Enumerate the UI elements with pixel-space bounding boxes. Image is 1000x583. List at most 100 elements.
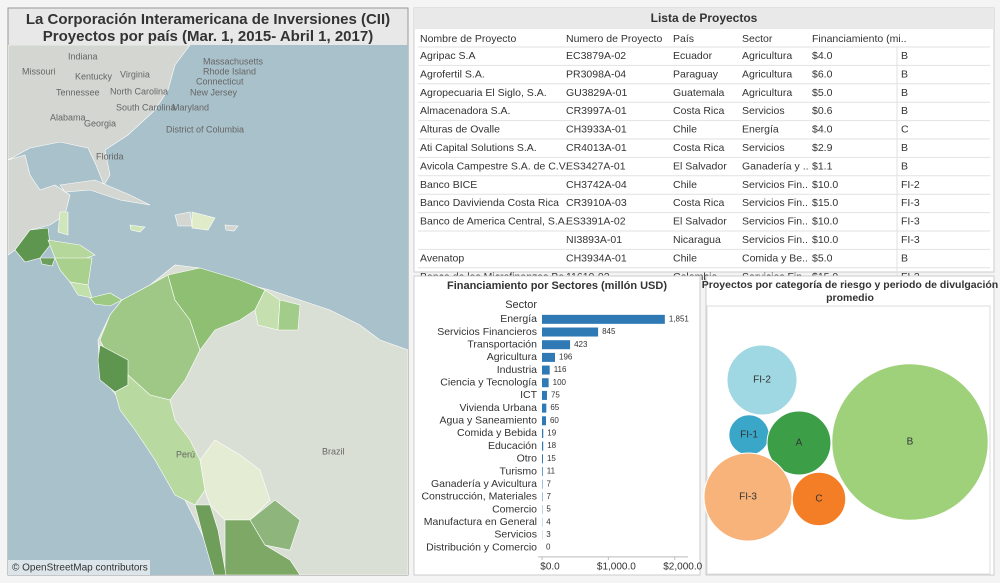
y-tick-label: Comercio xyxy=(492,503,537,515)
table-cell: PR3098A-04 xyxy=(566,68,626,80)
x-tick-label: $1,000.0 xyxy=(597,562,636,573)
y-tick-label: Agricultura xyxy=(487,351,537,363)
bubble-label: FI-2 xyxy=(753,375,771,386)
map-label: South Carolina xyxy=(116,102,176,112)
rating-cell: C xyxy=(901,124,909,136)
table-cell: Ecuador xyxy=(673,50,713,62)
map-label: Virginia xyxy=(120,69,150,79)
table-cell: Agropecuaria El Siglo, S.A. xyxy=(420,87,547,99)
map: Missouri Indiana Kentucky Virginia Tenne… xyxy=(8,45,408,575)
table-cell: Servicios Fin.. xyxy=(742,234,808,246)
table-cell: CR4013A-01 xyxy=(566,142,627,154)
map-label: New Jersey xyxy=(190,87,238,97)
bubble-chart: FI-2 FI-1 A B FI-3 C xyxy=(703,344,989,542)
attribution: © OpenStreetMap contributors xyxy=(12,563,148,574)
bar xyxy=(542,378,549,388)
y-tick-label: Vivienda Urbana xyxy=(460,402,538,414)
bubble xyxy=(791,471,847,527)
table-header: País xyxy=(673,33,694,45)
country xyxy=(277,299,301,331)
value-label: 75 xyxy=(551,391,560,400)
mexico xyxy=(8,154,71,256)
table-cell: El Salvador xyxy=(673,160,727,172)
country xyxy=(254,289,281,331)
bubble-label: FI-1 xyxy=(740,430,758,441)
rating-cell: FI-2 xyxy=(901,179,920,191)
bar xyxy=(542,327,599,337)
table-cell: CH3742A-04 xyxy=(566,179,627,191)
island xyxy=(224,224,239,232)
bar xyxy=(542,467,543,476)
value-label: 11 xyxy=(547,467,556,476)
bubble xyxy=(831,363,989,521)
table-cell: CH3934A-01 xyxy=(566,252,627,264)
rating-cell: B xyxy=(901,252,908,264)
y-tick-label: Construcción, Materiales xyxy=(421,491,537,503)
table-cell: EC3879A-02 xyxy=(566,50,626,62)
table-cell: GU3829A-01 xyxy=(566,87,627,99)
table: Nombre de Proyecto Numero de Proyecto País… xyxy=(418,33,990,287)
rating-cell: B xyxy=(901,50,908,62)
bubble xyxy=(766,410,832,476)
bar xyxy=(542,441,544,451)
bar xyxy=(542,416,546,426)
table-header: Numero de Proyecto xyxy=(566,33,662,45)
table-cell: $0.6 xyxy=(812,105,833,117)
table-cell: Costa Rica xyxy=(673,105,725,117)
map-label: Alabama xyxy=(50,112,86,122)
country xyxy=(194,504,227,575)
map-label: Florida xyxy=(96,151,124,161)
table-cell: Servicios Fin.. xyxy=(742,179,808,191)
bar xyxy=(542,390,547,400)
table-title-bar xyxy=(414,8,994,29)
table-cell: Paraguay xyxy=(673,68,719,80)
table-cell: Banco de America Central, S.A. xyxy=(420,216,568,228)
north-america xyxy=(8,45,191,186)
bubble-label: A xyxy=(796,438,803,449)
map-label: Georgia xyxy=(84,118,116,128)
rating-cell: FI-3 xyxy=(901,197,920,209)
table-cell: CR3997A-01 xyxy=(566,105,627,117)
map-label: Maryland xyxy=(172,102,209,112)
y-tick-label: Comida y Bebida xyxy=(457,427,537,439)
table-cell: Agripac S.A xyxy=(420,50,475,62)
y-tick-label: ICT xyxy=(520,389,538,401)
x-tick-label: $0.0 xyxy=(540,562,560,573)
table-cell: Banco Davivienda Costa Rica xyxy=(420,197,559,209)
table-cell: ES3427A-01 xyxy=(566,160,626,172)
y-tick-label: Servicios Financieros xyxy=(437,326,537,338)
value-label: 845 xyxy=(602,327,616,336)
bar xyxy=(542,340,571,350)
country xyxy=(199,439,271,521)
table-cell: CR3910A-03 xyxy=(566,197,627,209)
rating-cell: B xyxy=(901,160,908,172)
y-tick-label: Ganadería y Avicultura xyxy=(431,478,537,490)
y-tick-label: Otro xyxy=(517,453,538,465)
country xyxy=(89,292,123,307)
bubble-label: C xyxy=(815,494,822,505)
table-cell: Servicios xyxy=(742,142,785,154)
country xyxy=(57,211,69,236)
attribution-bg xyxy=(8,560,150,575)
bar xyxy=(542,352,556,362)
y-tick-label: Servicios xyxy=(494,529,537,541)
map-label: Connecticut xyxy=(196,76,244,86)
value-label: 3 xyxy=(546,530,551,539)
value-label: 60 xyxy=(550,416,559,425)
island xyxy=(191,211,216,231)
y-tick-label: Transportación xyxy=(467,338,537,350)
map-label: Perú xyxy=(176,449,195,459)
table-cell: Almacenadora S.A. xyxy=(420,105,510,117)
table-cell: Ati Capital Solutions S.A. xyxy=(420,142,537,154)
map-label: Tennessee xyxy=(56,87,100,97)
bar-chart: Energía 1,851 Servicios Financieros 845 Tran… xyxy=(421,313,702,572)
rating-cell: FI-3 xyxy=(901,216,920,228)
table-header: Sector xyxy=(742,33,773,45)
table-cell: Agricultura xyxy=(742,68,792,80)
bar xyxy=(542,454,543,464)
value-label: 7 xyxy=(546,479,551,488)
country xyxy=(249,499,301,551)
bar xyxy=(542,428,544,438)
y-tick-label: Ciencia y Tecnología xyxy=(440,377,537,389)
